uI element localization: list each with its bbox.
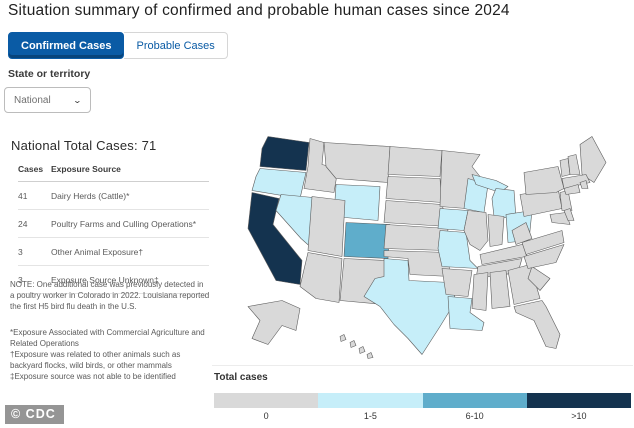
state-territory-select[interactable]: National ⌄	[4, 87, 91, 113]
state-or[interactable]	[251, 168, 307, 199]
legend-label: 1-5	[363, 411, 377, 421]
header-cases: Cases	[18, 164, 44, 174]
cell-cases: 3	[18, 274, 23, 285]
state-ms[interactable]	[471, 272, 489, 311]
state-ri[interactable]	[579, 180, 589, 189]
national-total-cases-title: National Total Cases: 71	[11, 138, 157, 153]
cell-exposure-source: Poultry Farms and Culling Operations*	[51, 218, 197, 229]
state-id[interactable]	[303, 138, 339, 193]
cell-cases: 3	[18, 246, 23, 257]
state-in[interactable]	[487, 214, 505, 247]
state-ma[interactable]	[561, 174, 591, 189]
page-title: Situation summary of confirmed and proba…	[8, 2, 510, 19]
state-territory-label: State or territory	[8, 68, 91, 80]
legend-segment-1-5	[318, 393, 423, 408]
legend-label: 6-10	[465, 411, 484, 421]
state-wv[interactable]	[511, 222, 533, 245]
legend-bar	[214, 393, 631, 408]
state-nh[interactable]	[567, 154, 581, 175]
state-sc[interactable]	[527, 266, 551, 291]
state-ky[interactable]	[479, 242, 531, 265]
state-la[interactable]	[447, 296, 485, 331]
note-text: NOTE: One additional case was previously…	[10, 280, 210, 311]
state-de[interactable]	[563, 208, 575, 221]
us-choropleth-map	[212, 130, 633, 366]
tab-confirmed-label: Confirmed Cases	[21, 39, 112, 52]
header-exposure-source: Exposure Source	[51, 164, 121, 174]
table-row: 3 Other Animal Exposure†	[18, 238, 209, 266]
legend-segment->10	[526, 393, 631, 408]
state-mt[interactable]	[323, 142, 391, 183]
cell-exposure-source: Dairy Herds (Cattle)*	[51, 190, 130, 201]
state-wa[interactable]	[259, 136, 310, 171]
state-tx[interactable]	[363, 258, 457, 355]
state-il[interactable]	[463, 210, 489, 251]
tab-probable-label: Probable Cases	[136, 39, 215, 52]
cdc-watermark: © CDC	[5, 405, 64, 424]
state-co[interactable]	[343, 222, 391, 259]
state-ny[interactable]	[523, 166, 565, 195]
exposure-table-body: 41 Dairy Herds (Cattle)* 24 Poultry Farms a…	[18, 182, 209, 294]
tab-probable-cases[interactable]: Probable Cases	[124, 32, 228, 59]
state-ca[interactable]	[247, 192, 303, 285]
table-header-row: Cases Exposure Source	[18, 160, 209, 182]
legend-labels: 0 1-5 6-10 >10	[214, 411, 631, 421]
state-ar[interactable]	[441, 268, 473, 297]
state-ct[interactable]	[563, 184, 581, 195]
state-nv[interactable]	[275, 194, 314, 247]
state-hi[interactable]	[366, 352, 374, 359]
state-mi[interactable]	[491, 188, 517, 219]
table-row: 24 Poultry Farms and Culling Operations*	[18, 210, 209, 238]
cell-exposure-source: Exposure Source Unknown‡	[51, 274, 159, 285]
state-hi[interactable]	[339, 334, 347, 342]
state-fl[interactable]	[513, 300, 561, 349]
state-va[interactable]	[521, 230, 565, 255]
legend-title: Total cases	[214, 372, 268, 383]
state-md[interactable]	[549, 212, 571, 225]
table-row: 3 Exposure Source Unknown‡	[18, 266, 209, 294]
footnote: ‡Exposure source was not able to be iden…	[10, 372, 176, 381]
state-nc[interactable]	[523, 244, 565, 269]
table-row: 41 Dairy Herds (Cattle)*	[18, 182, 209, 210]
state-ut[interactable]	[307, 196, 346, 257]
state-hi[interactable]	[349, 340, 357, 348]
footnote: *Exposure Associated with Commercial Agr…	[10, 328, 205, 348]
state-al[interactable]	[489, 270, 511, 309]
state-az[interactable]	[299, 252, 343, 303]
state-territory-selected-value: National	[14, 94, 51, 106]
legend-segment-6-10	[422, 393, 527, 408]
us-map-svg	[247, 136, 607, 359]
cell-cases: 41	[18, 190, 28, 201]
state-ak[interactable]	[247, 300, 301, 345]
state-hi[interactable]	[358, 346, 366, 354]
tab-bar: Confirmed Cases Probable Cases	[8, 32, 228, 59]
tab-confirmed-cases[interactable]: Confirmed Cases	[8, 32, 125, 59]
footnote: †Exposure was related to other animals s…	[10, 350, 181, 370]
legend-segment-0	[214, 393, 319, 408]
state-ia[interactable]	[437, 208, 469, 231]
chevron-down-icon: ⌄	[72, 95, 83, 105]
footnotes: *Exposure Associated with Commercial Agr…	[10, 327, 210, 382]
legend-label: >10	[571, 411, 587, 421]
state-me[interactable]	[579, 136, 607, 183]
state-sd[interactable]	[385, 176, 443, 203]
state-nd[interactable]	[387, 146, 443, 177]
cell-cases: 24	[18, 218, 28, 229]
cell-exposure-source: Other Animal Exposure†	[51, 246, 144, 257]
exposure-source-table: Cases Exposure Source 41 Dairy Herds (Cat…	[18, 160, 209, 294]
legend-label: 0	[263, 411, 269, 421]
